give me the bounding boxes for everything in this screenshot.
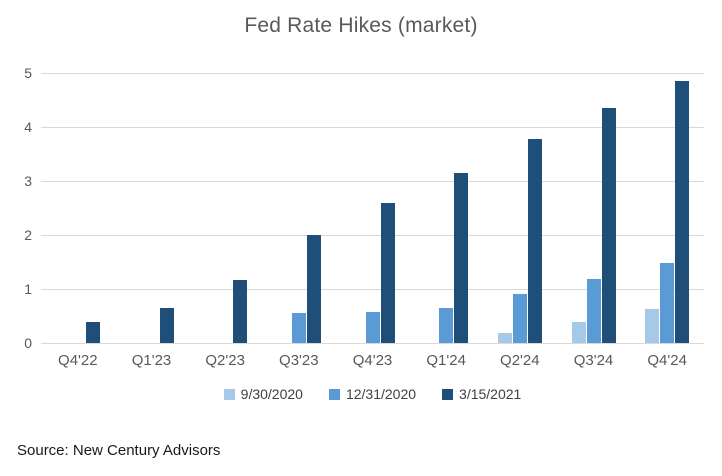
chart-title: Fed Rate Hikes (market) — [244, 14, 478, 37]
x-axis-tick-label: Q4'23 — [352, 352, 393, 369]
source-note: Source: New Century Advisors — [17, 442, 221, 459]
y-axis-tick-label: 4 — [24, 119, 32, 135]
bar-3-15-2021-Q423 — [380, 202, 395, 343]
bar-9-30-2020-Q324 — [571, 322, 586, 343]
bar-12-31-2020-Q323 — [291, 313, 306, 343]
legend-swatch-icon — [223, 388, 235, 400]
y-axis-tick-label: 2 — [24, 227, 32, 243]
legend-item-3-15-2021: 3/15/2021 — [442, 386, 521, 402]
legend-item-12-31-2020: 12/31/2020 — [328, 386, 417, 402]
x-axis-tick-label: Q4'22 — [58, 352, 98, 369]
x-axis-tick-label: Q3'24 — [573, 352, 614, 369]
legend-label: 12/31/2020 — [345, 386, 417, 402]
bar-3-15-2021-Q224 — [527, 139, 542, 343]
bar-12-31-2020-Q324 — [586, 279, 601, 343]
bar-12-31-2020-Q424 — [660, 263, 675, 343]
y-axis-tick-label: 0 — [24, 335, 32, 351]
bar-3-15-2021-Q323 — [306, 235, 321, 343]
legend-label: 3/15/2021 — [459, 386, 522, 402]
x-axis-tick-label: Q2'23 — [205, 352, 245, 369]
legend-label: 9/30/2020 — [240, 386, 303, 402]
bar-12-31-2020-Q124 — [439, 307, 454, 343]
bar-9-30-2020-Q424 — [645, 308, 660, 343]
y-axis-tick-label: 3 — [24, 173, 32, 189]
gridline-y1 — [41, 288, 704, 290]
x-axis-tick-label: Q1'23 — [131, 352, 172, 369]
x-axis-tick-label: Q2'24 — [500, 352, 540, 369]
y-axis-tick-label: 5 — [24, 65, 32, 81]
gridline-y3 — [41, 180, 704, 182]
bar-3-15-2021-Q123 — [159, 307, 174, 343]
bar-3-15-2021-Q124 — [454, 172, 469, 343]
bar-12-31-2020-Q224 — [512, 294, 527, 343]
x-axis-tick-label: Q3'23 — [279, 352, 319, 369]
gridline-y0 — [41, 342, 704, 344]
chart-legend: 9/30/2020 12/31/2020 3/15/2021 — [41, 386, 704, 402]
legend-swatch-icon — [328, 388, 340, 400]
bar-3-15-2021-Q424 — [675, 81, 690, 343]
bar-9-30-2020-Q224 — [497, 333, 512, 343]
x-axis-tick-label: Q1'24 — [426, 352, 466, 369]
y-axis-tick-label: 1 — [24, 281, 32, 297]
bar-12-31-2020-Q423 — [365, 312, 380, 343]
bar-3-15-2021-Q324 — [601, 108, 616, 343]
legend-swatch-icon — [442, 388, 454, 400]
gridline-y2 — [41, 234, 704, 236]
gridline-y4 — [41, 126, 704, 128]
x-axis-tick-label: Q4'24 — [647, 352, 687, 369]
bar-3-15-2021-Q223 — [233, 279, 248, 343]
bar-3-15-2021-Q422 — [85, 322, 100, 343]
gridline-y5 — [41, 72, 704, 74]
legend-item-9-30-2020: 9/30/2020 — [223, 386, 303, 402]
